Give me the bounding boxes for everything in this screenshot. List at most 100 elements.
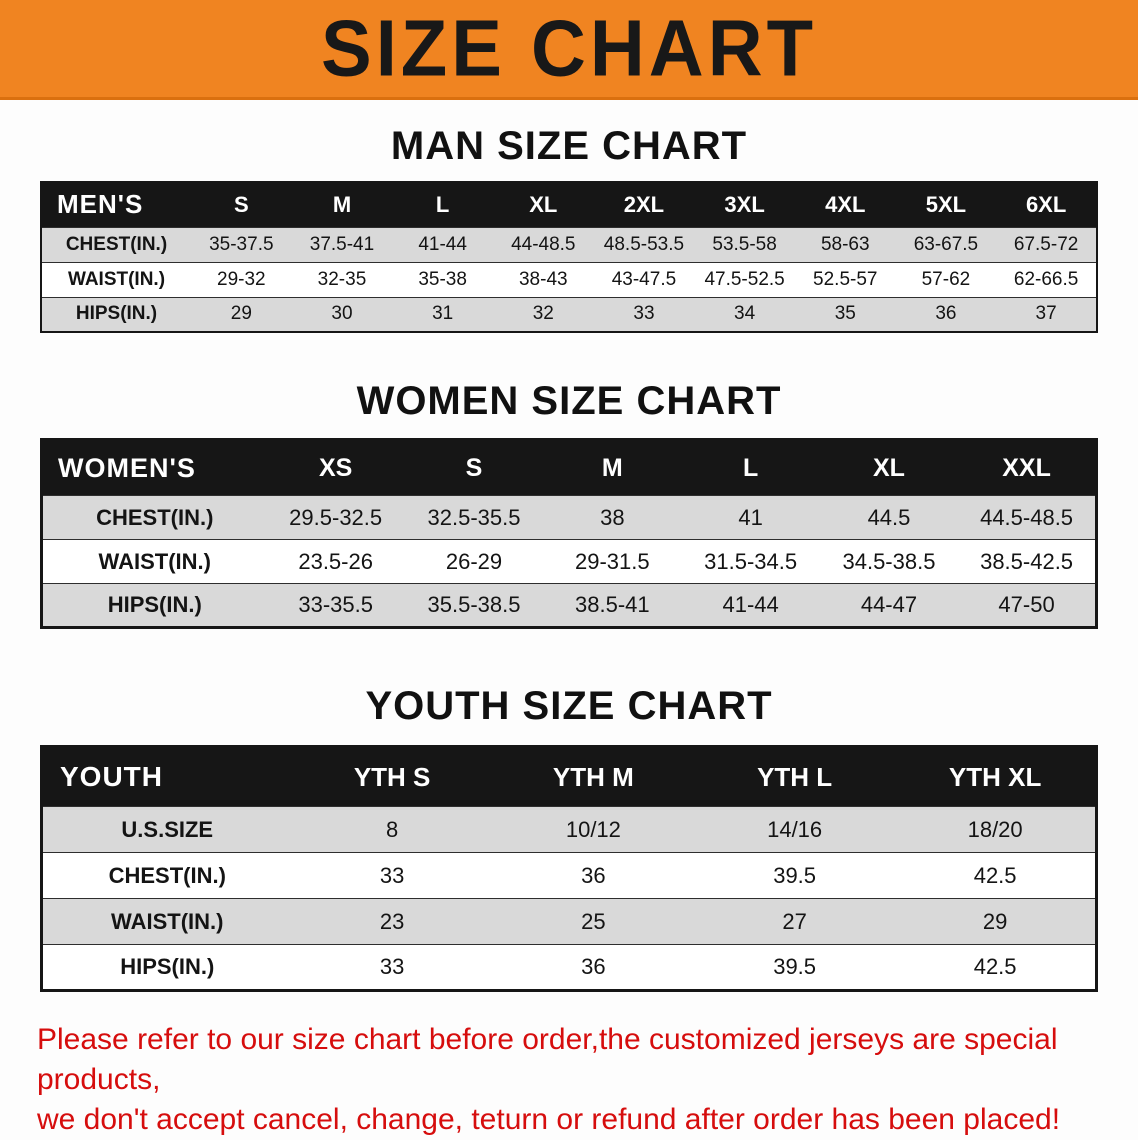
size-value: 38 xyxy=(543,495,682,540)
women-col-header-xxl: XXL xyxy=(958,439,1097,496)
size-value: 34.5-38.5 xyxy=(819,539,959,584)
size-value: 33 xyxy=(291,852,493,899)
size-value: 29 xyxy=(895,898,1097,945)
men-hips-row: HIPS(IN.) 29 30 31 32 33 34 35 36 37 xyxy=(41,296,1097,332)
men-col-header-l: L xyxy=(392,182,493,227)
women-section-heading: WOMEN SIZE CHART xyxy=(356,379,782,423)
women-col-header-m: M xyxy=(543,439,682,496)
youth-size-table: YOUTH YTH S YTH M YTH L YTH XL U.S.SIZE … xyxy=(40,745,1098,992)
disclaimer: Please refer to our size chart before or… xyxy=(37,1020,1101,1140)
size-value: 31 xyxy=(392,296,493,332)
women-col-header-xs: XS xyxy=(266,439,405,496)
size-chart-banner: SIZE CHART xyxy=(0,0,1138,100)
size-value: 18/20 xyxy=(895,806,1097,853)
men-waist-row: WAIST(IN.) 29-32 32-35 35-38 38-43 43-47… xyxy=(41,261,1097,297)
men-col-header-3xl: 3XL xyxy=(694,182,795,227)
size-value: 33-35.5 xyxy=(266,583,405,628)
row-label: CHEST(IN.) xyxy=(41,495,267,540)
size-value: 47-50 xyxy=(958,583,1097,628)
men-col-header-s: S xyxy=(191,182,292,227)
size-value: 48.5-53.5 xyxy=(593,226,695,262)
row-label: WAIST(IN.) xyxy=(41,898,292,945)
row-label: HIPS(IN.) xyxy=(41,296,191,332)
row-label: WAIST(IN.) xyxy=(41,539,267,584)
youth-section-heading: YOUTH SIZE CHART xyxy=(365,684,773,728)
men-col-header-2xl: 2XL xyxy=(593,182,695,227)
size-value: 43-47.5 xyxy=(593,261,695,297)
size-value: 41 xyxy=(681,495,820,540)
size-value: 32.5-35.5 xyxy=(404,495,544,540)
disclaimer-line-1: Please refer to our size chart before or… xyxy=(37,1023,1058,1096)
size-value: 38.5-42.5 xyxy=(958,539,1097,584)
size-value: 35-38 xyxy=(392,261,493,297)
women-size-table: WOMEN'S XS S M L XL XXL CHEST(IN.) 29.5-… xyxy=(40,438,1098,629)
size-value: 67.5-72 xyxy=(996,226,1097,262)
size-value: 38.5-41 xyxy=(543,583,682,628)
size-value: 37.5-41 xyxy=(291,226,393,262)
size-value: 23.5-26 xyxy=(266,539,405,584)
youth-header-row: YOUTH YTH S YTH M YTH L YTH XL xyxy=(41,746,1097,807)
size-value: 29 xyxy=(191,296,292,332)
women-col-header-l: L xyxy=(681,439,820,496)
row-label: U.S.SIZE xyxy=(41,806,292,853)
women-header-row: WOMEN'S XS S M L XL XXL xyxy=(41,439,1097,496)
women-col-header-s: S xyxy=(404,439,544,496)
size-value: 36 xyxy=(492,852,694,899)
men-section: MAN SIZE CHART MEN'S S M L XL 2XL 3XL 4X… xyxy=(0,124,1138,333)
size-value: 34 xyxy=(694,296,795,332)
women-col-header-xl: XL xyxy=(819,439,959,496)
disclaimer-line-2: we don't accept cancel, change, teturn o… xyxy=(37,1103,1061,1136)
size-value: 58-63 xyxy=(794,226,896,262)
size-value: 29.5-32.5 xyxy=(266,495,405,540)
size-value: 29-32 xyxy=(191,261,292,297)
men-col-header-6xl: 6XL xyxy=(996,182,1097,227)
size-value: 33 xyxy=(593,296,695,332)
size-value: 63-67.5 xyxy=(895,226,997,262)
size-value: 14/16 xyxy=(694,806,896,853)
women-chest-row: CHEST(IN.) 29.5-32.5 32.5-35.5 38 41 44.… xyxy=(41,495,1097,540)
size-value: 30 xyxy=(291,296,393,332)
size-value: 41-44 xyxy=(681,583,820,628)
size-value: 26-29 xyxy=(404,539,544,584)
size-value: 36 xyxy=(895,296,997,332)
size-value: 23 xyxy=(291,898,493,945)
size-value: 44-48.5 xyxy=(492,226,594,262)
men-size-table: MEN'S S M L XL 2XL 3XL 4XL 5XL 6XL CHEST… xyxy=(40,181,1098,333)
row-label: HIPS(IN.) xyxy=(41,944,292,991)
size-value: 44-47 xyxy=(819,583,959,628)
men-header-row: MEN'S S M L XL 2XL 3XL 4XL 5XL 6XL xyxy=(41,182,1097,227)
youth-col-header-yth-m: YTH M xyxy=(492,746,694,807)
size-value: 52.5-57 xyxy=(794,261,896,297)
size-value: 39.5 xyxy=(694,852,896,899)
youth-chest-row: CHEST(IN.) 33 36 39.5 42.5 xyxy=(41,852,1097,899)
size-value: 38-43 xyxy=(492,261,594,297)
size-value: 42.5 xyxy=(895,944,1097,991)
women-table-title: WOMEN'S xyxy=(41,439,267,496)
size-value: 31.5-34.5 xyxy=(681,539,820,584)
youth-col-header-yth-l: YTH L xyxy=(694,746,896,807)
size-value: 32-35 xyxy=(291,261,393,297)
size-value: 35 xyxy=(794,296,896,332)
youth-col-header-yth-xl: YTH XL xyxy=(895,746,1097,807)
size-value: 35.5-38.5 xyxy=(404,583,544,628)
size-value: 42.5 xyxy=(895,852,1097,899)
men-chest-row: CHEST(IN.) 35-37.5 37.5-41 41-44 44-48.5… xyxy=(41,226,1097,262)
size-value: 47.5-52.5 xyxy=(694,261,795,297)
youth-hips-row: HIPS(IN.) 33 36 39.5 42.5 xyxy=(41,944,1097,991)
size-value: 53.5-58 xyxy=(694,226,795,262)
size-value: 33 xyxy=(291,944,493,991)
size-value: 35-37.5 xyxy=(191,226,292,262)
youth-waist-row: WAIST(IN.) 23 25 27 29 xyxy=(41,898,1097,945)
women-waist-row: WAIST(IN.) 23.5-26 26-29 29-31.5 31.5-34… xyxy=(41,539,1097,584)
size-value: 29-31.5 xyxy=(543,539,682,584)
men-section-heading: MAN SIZE CHART xyxy=(390,124,748,168)
row-label: HIPS(IN.) xyxy=(41,583,267,628)
size-value: 8 xyxy=(291,806,493,853)
size-value: 37 xyxy=(996,296,1097,332)
men-col-header-4xl: 4XL xyxy=(794,182,896,227)
youth-col-header-yth-s: YTH S xyxy=(291,746,493,807)
size-value: 62-66.5 xyxy=(996,261,1097,297)
row-label: CHEST(IN.) xyxy=(41,226,191,262)
size-value: 44.5 xyxy=(819,495,959,540)
